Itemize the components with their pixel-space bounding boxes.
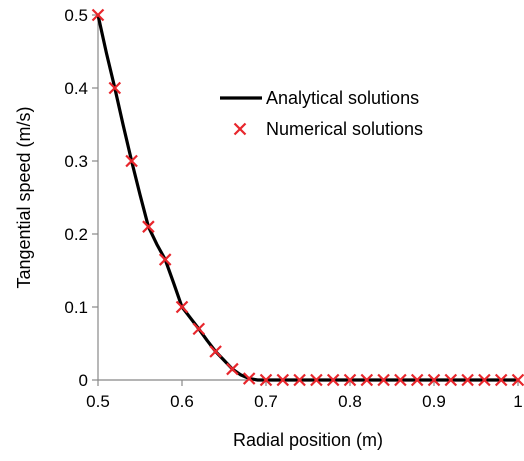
tick-marks (92, 14, 519, 386)
legend-label-numerical: Numerical solutions (266, 119, 423, 139)
numerical-marker (343, 373, 357, 387)
numerical-marker (494, 373, 508, 387)
numerical-marker (259, 373, 273, 387)
tick-labels: 0.5 0.6 0.7 0.8 0.9 1 0 0.1 0.2 0.3 0.4 0.5 (64, 6, 522, 411)
y-tick-label: 0.2 (64, 225, 88, 244)
numerical-marker (276, 373, 290, 387)
y-axis-title: Tangential speed (m/s) (14, 106, 34, 288)
y-tick-label: 0 (79, 371, 88, 390)
series-layer (91, 8, 524, 387)
x-tick-label: 0.8 (338, 392, 362, 411)
y-tick-label: 0.5 (64, 6, 88, 25)
x-tick-label: 0.9 (422, 392, 446, 411)
numerical-marker (444, 373, 458, 387)
x-tick-label: 0.7 (254, 392, 278, 411)
numerical-marker (242, 372, 256, 385)
numerical-marker (478, 373, 491, 387)
numerical-marker (310, 373, 323, 387)
x-tick-label: 1 (513, 392, 522, 411)
legend-marker-swatch (233, 122, 247, 136)
y-tick-label: 0.4 (64, 79, 88, 98)
numerical-marker (360, 373, 374, 387)
numerical-marker (142, 220, 155, 233)
x-axis-title: Radial position (m) (233, 430, 383, 450)
numerical-marker (511, 373, 524, 387)
numerical-marker (209, 345, 222, 358)
numerical-marker (192, 322, 206, 336)
numerical-marker (377, 373, 390, 387)
legend-label-analytical: Analytical solutions (266, 88, 419, 108)
numerical-marker (108, 81, 122, 95)
numerical-marker (410, 373, 424, 387)
x-tick-label: 0.6 (170, 392, 194, 411)
x-tick-label: 0.5 (86, 392, 110, 411)
analytical-line (96, 14, 518, 382)
numerical-marker (293, 373, 306, 387)
numerical-marker (326, 373, 340, 387)
y-tick-label: 0.3 (64, 152, 88, 171)
numerical-marker (158, 253, 172, 266)
numerical-marker (461, 373, 474, 387)
numerical-marker (125, 154, 138, 168)
legend: Analytical solutions Numerical solutions (220, 88, 423, 139)
numerical-marker (226, 362, 239, 376)
numerical-marker (175, 300, 189, 314)
numerical-marker (427, 373, 441, 387)
numerical-marker (394, 373, 407, 387)
numerical-marker (91, 8, 105, 22)
axes (97, 15, 518, 381)
y-tick-label: 0.1 (64, 298, 88, 317)
